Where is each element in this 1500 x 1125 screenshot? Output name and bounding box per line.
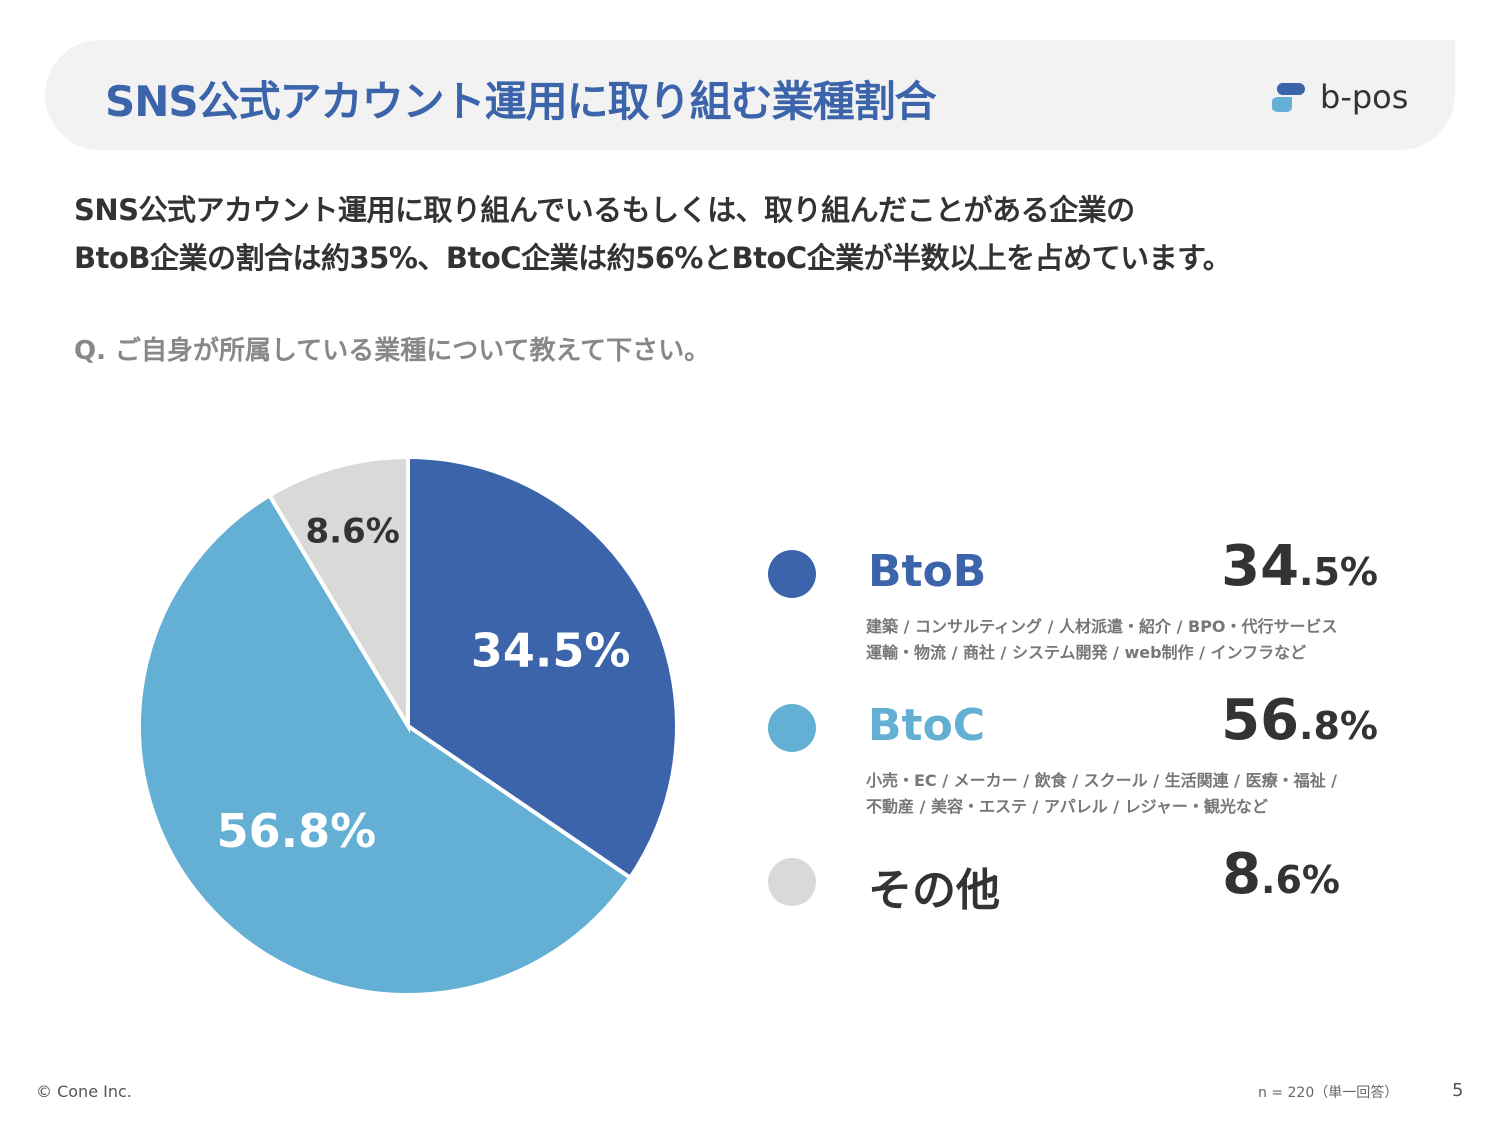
legend-name: BtoB xyxy=(868,546,987,597)
pie-slice-other xyxy=(266,454,410,734)
legend-dot-icon xyxy=(768,550,816,598)
legend-desc-1: 小売・EC / メーカー / 飲食 / スクール / 生活関連 / 医療・福祉 … xyxy=(866,771,1338,790)
legend-item: BtoC 56.8% 小売・EC / メーカー / 飲食 / スクール / 生活関… xyxy=(768,688,1388,832)
pie-label-btob: 34.5% xyxy=(471,624,631,678)
lead-line-2: BtoB企業の割合は約35%、BtoC企業は約56%とBtoC企業が半数以上を占… xyxy=(74,241,1232,275)
legend-value-int: 56 xyxy=(1221,688,1300,753)
lead-line-1: SNS公式アカウント運用に取り組んでいるもしくは、取り組んだことがある企業の xyxy=(74,193,1135,227)
logo-text: b-pos xyxy=(1320,78,1409,116)
legend-item: BtoB 34.5% 建築 / コンサルティング / 人材派遣・紹介 / BPO・… xyxy=(768,534,1388,678)
legend-desc-2: 不動産 / 美容・エステ / アパレル / レジャー・観光など xyxy=(866,797,1268,816)
legend-value-dec: .5% xyxy=(1299,550,1378,594)
legend-value: 56.8% xyxy=(1221,688,1378,753)
legend-name: BtoC xyxy=(868,700,986,751)
legend-value: 8.6% xyxy=(1222,842,1340,907)
legend-name: その他 xyxy=(868,865,1000,916)
legend-dot-icon xyxy=(768,704,816,752)
lead-text: SNS公式アカウント運用に取り組んでいるもしくは、取り組んだことがある企業の B… xyxy=(74,186,1232,282)
legend-value-dec: .8% xyxy=(1299,704,1378,748)
copyright: © Cone Inc. xyxy=(36,1082,132,1101)
legend-value: 34.5% xyxy=(1221,534,1378,599)
legend-item: その他 8.6% xyxy=(768,842,1388,986)
legend-dot-icon xyxy=(768,858,816,906)
question-text: Q. ご自身が所属している業種について教えて下さい。 xyxy=(74,336,711,366)
pie-slice-btob xyxy=(406,454,679,881)
legend-desc-1: 建築 / コンサルティング / 人材派遣・紹介 / BPO・代行サービス xyxy=(866,617,1338,636)
pie-label-btoc: 56.8% xyxy=(217,804,377,858)
sample-size: n = 220（単一回答） xyxy=(1258,1085,1399,1101)
b-pos-logo-icon xyxy=(1272,82,1305,112)
legend-value-dec: .6% xyxy=(1261,858,1340,902)
pie-label-other: 8.6% xyxy=(306,511,400,551)
legend-value-int: 8 xyxy=(1222,842,1262,907)
title-banner xyxy=(45,40,1455,150)
legend-desc-2: 運輸・物流 / 商社 / システム開発 / web制作 / インフラなど xyxy=(866,643,1307,662)
pie-chart: 34.5% 56.8% 8.6% xyxy=(137,454,679,997)
page-number: 5 xyxy=(1452,1080,1464,1101)
legend-value-int: 34 xyxy=(1221,534,1300,599)
pie-slice-btoc xyxy=(137,492,633,997)
logo: b-pos xyxy=(1272,78,1408,116)
page-title: SNS公式アカウント運用に取り組む業種割合 xyxy=(105,77,937,126)
